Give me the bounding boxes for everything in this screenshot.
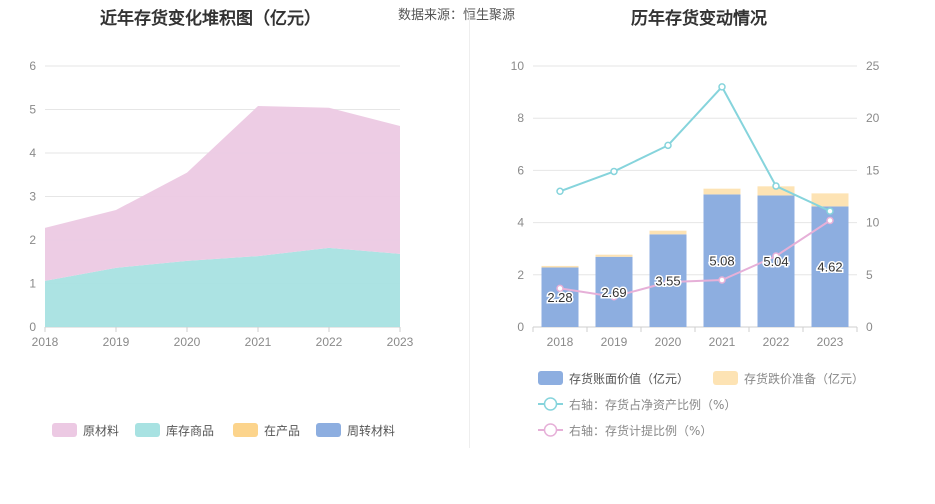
legend-label: 存货账面价值（亿元） bbox=[569, 371, 689, 386]
line-point bbox=[826, 207, 834, 215]
y-tick-label: 6 bbox=[517, 163, 524, 177]
area-库存商品 bbox=[45, 247, 400, 327]
legend-label: 存货跌价准备（亿元） bbox=[744, 371, 864, 386]
y2-tick-label: 10 bbox=[866, 216, 880, 230]
legend-label: 周转材料 bbox=[347, 423, 395, 438]
y2-tick-label: 15 bbox=[866, 163, 880, 177]
line-point bbox=[772, 182, 780, 190]
y2-tick-label: 5 bbox=[866, 268, 873, 282]
bar-value-label: 5.08 bbox=[709, 254, 734, 269]
line-point bbox=[826, 216, 834, 225]
bar-impairment bbox=[703, 188, 741, 195]
bar-value-label: 4.62 bbox=[817, 260, 842, 275]
x-tick-label: 2018 bbox=[32, 335, 59, 349]
x-tick-label: 2019 bbox=[601, 335, 628, 349]
bar-book-value bbox=[541, 267, 579, 327]
chart-divider bbox=[469, 12, 470, 448]
y-tick-label: 8 bbox=[517, 111, 524, 125]
y2-tick-label: 20 bbox=[866, 111, 880, 125]
x-tick-label: 2020 bbox=[174, 335, 201, 349]
bar-impairment bbox=[541, 265, 579, 268]
y-tick-label: 4 bbox=[29, 146, 36, 160]
x-tick-label: 2019 bbox=[103, 335, 130, 349]
line-point bbox=[664, 141, 672, 150]
bar-book-value bbox=[811, 206, 849, 327]
legend-label: 右轴：存货计提比例（%） bbox=[569, 423, 712, 438]
line-point bbox=[718, 83, 726, 91]
y-tick-label: 0 bbox=[29, 320, 36, 334]
legend-swatch bbox=[52, 423, 77, 437]
line-point bbox=[556, 284, 564, 293]
left-chart-title: 近年存货变化堆积图（亿元） bbox=[100, 9, 321, 29]
line-point bbox=[556, 187, 564, 196]
line-point bbox=[718, 276, 726, 284]
y2-tick-label: 25 bbox=[866, 59, 880, 73]
line-provision-ratio bbox=[559, 219, 831, 298]
line-point bbox=[664, 278, 672, 286]
right-chart-title: 历年存货变动情况 bbox=[631, 9, 767, 29]
bar-impairment bbox=[649, 230, 687, 235]
legend-label: 右轴：存货占净资产比例（%） bbox=[569, 397, 736, 412]
x-tick-label: 2018 bbox=[547, 335, 574, 349]
legend-swatch bbox=[713, 371, 738, 385]
bar-value-label: 2.69 bbox=[601, 285, 626, 300]
legend-label: 原材料 bbox=[83, 424, 119, 438]
line-point bbox=[610, 292, 618, 301]
bar-book-value bbox=[595, 256, 633, 327]
x-tick-label: 2021 bbox=[709, 335, 736, 349]
bar-impairment bbox=[757, 186, 795, 196]
bar-impairment bbox=[811, 193, 849, 207]
legend-label: 在产品 bbox=[264, 424, 300, 438]
x-tick-label: 2022 bbox=[316, 335, 343, 349]
legend-swatch bbox=[233, 423, 258, 437]
legend-swatch-marker bbox=[543, 397, 558, 411]
x-tick-label: 2021 bbox=[245, 335, 272, 349]
line-inventory-to-net-assets bbox=[559, 85, 831, 213]
y-tick-label: 5 bbox=[29, 103, 36, 117]
legend-swatch bbox=[316, 423, 341, 437]
bar-value-label: 2.28 bbox=[547, 290, 572, 305]
x-tick-label: 2020 bbox=[655, 335, 682, 349]
bar-book-value bbox=[703, 194, 741, 327]
y-tick-label: 2 bbox=[29, 233, 36, 247]
y2-tick-label: 0 bbox=[866, 320, 873, 334]
legend-swatch bbox=[135, 423, 160, 437]
legend-label: 库存商品 bbox=[166, 423, 214, 438]
bar-impairment bbox=[595, 254, 633, 257]
line-point bbox=[772, 252, 780, 260]
legend-swatch-marker bbox=[543, 423, 558, 437]
x-tick-label: 2022 bbox=[763, 335, 790, 349]
area-原材料 bbox=[45, 106, 400, 281]
y-tick-label: 1 bbox=[29, 277, 36, 291]
y-tick-label: 0 bbox=[517, 320, 524, 334]
y-tick-label: 3 bbox=[29, 190, 36, 204]
stacked-area-chart: 0 1 2 3 4 5 6 2018 2019 2020 2021 2022 2023 原材料 库存商品 在产… bbox=[29, 59, 414, 438]
y-tick-label: 10 bbox=[511, 59, 525, 73]
x-tick-label: 2023 bbox=[387, 335, 414, 349]
data-source-note: 数据来源：恒生聚源 bbox=[398, 8, 516, 23]
bar-value-label: 5.04 bbox=[763, 254, 788, 269]
line-point bbox=[610, 167, 618, 176]
x-tick-label: 2023 bbox=[817, 335, 844, 349]
y-tick-label: 6 bbox=[29, 59, 36, 73]
bar-value-label: 3.55 bbox=[655, 274, 680, 289]
y-tick-label: 2 bbox=[517, 268, 524, 282]
legend-swatch bbox=[538, 371, 563, 385]
y-tick-label: 4 bbox=[517, 216, 524, 230]
